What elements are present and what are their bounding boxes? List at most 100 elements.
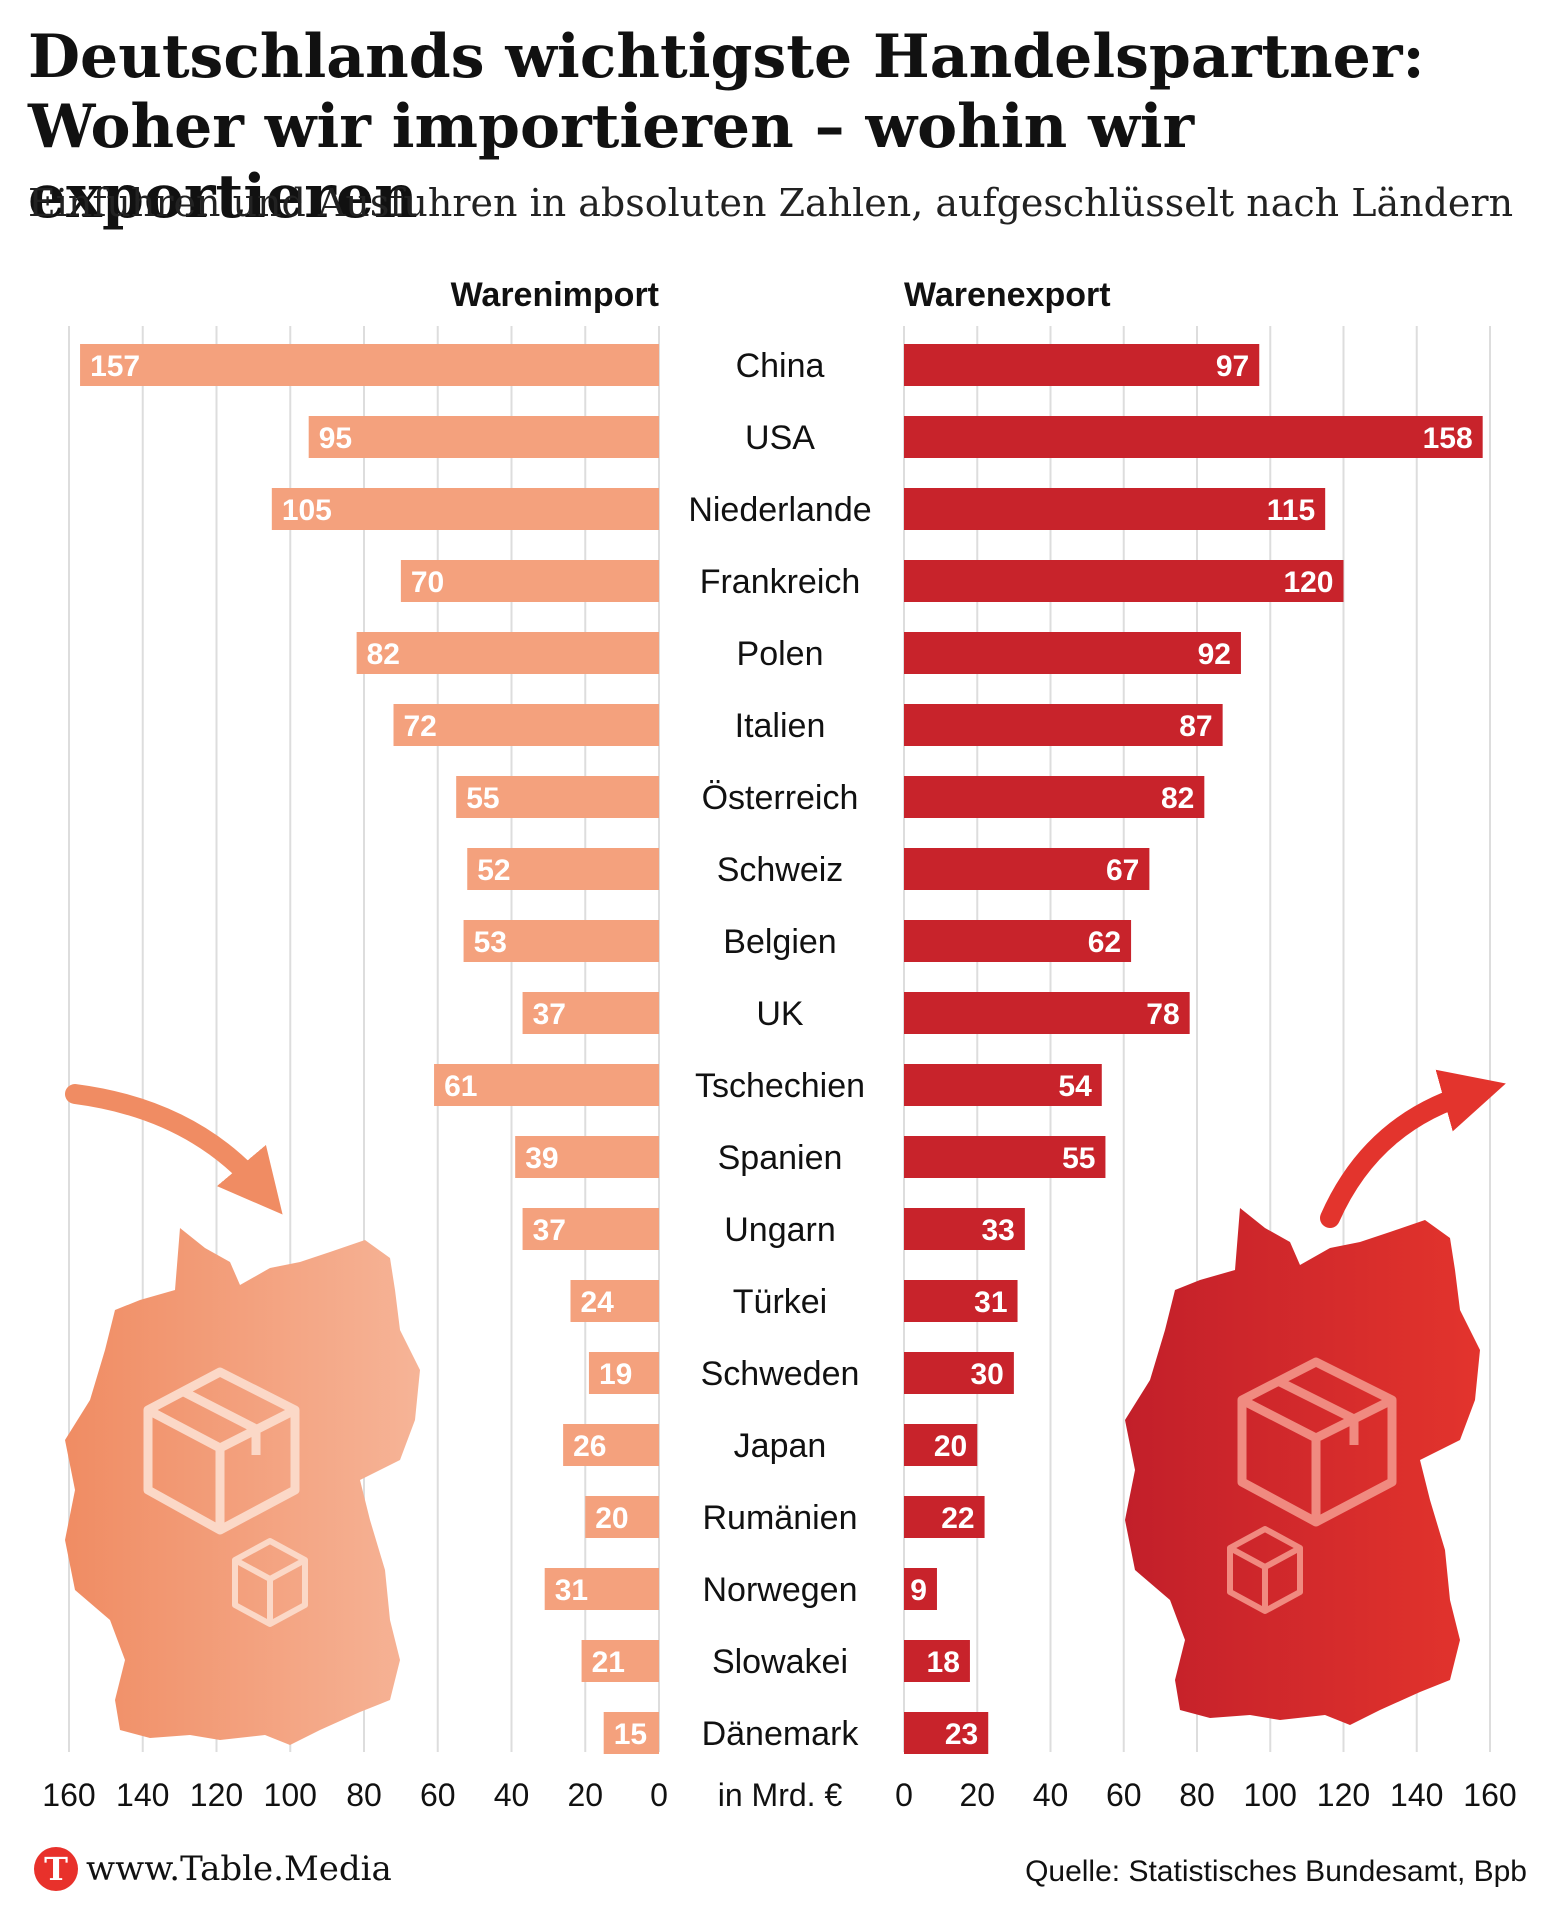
country-label: China (736, 347, 825, 385)
page-title: Deutschlands wichtigste Handelspartner: … (28, 22, 1563, 232)
export-bar (904, 1712, 989, 1754)
import-bar (467, 848, 659, 890)
x-tick-label: 120 (1317, 1777, 1370, 1813)
export-bar (904, 1424, 978, 1466)
country-label: Belgien (723, 923, 836, 961)
import-bar (563, 1424, 659, 1466)
germany-map-import (65, 1228, 420, 1745)
x-tick-label: 120 (190, 1777, 243, 1813)
box-icon (1237, 1357, 1397, 1527)
import-bar (400, 560, 659, 602)
import-value-label: 61 (444, 1070, 477, 1103)
box-icon (1227, 1526, 1303, 1614)
x-tick-label: 60 (1106, 1777, 1142, 1813)
import-value-label: 19 (599, 1358, 632, 1391)
import-bar (544, 1568, 659, 1610)
export-bar (904, 1280, 1018, 1322)
import-value-label: 37 (533, 1214, 566, 1247)
country-label: Österreich (702, 779, 859, 817)
export-value-label: 18 (927, 1646, 960, 1679)
x-tick-label: 20 (959, 1777, 995, 1813)
table-media-logo: T (34, 1847, 78, 1891)
export-value-label: 31 (974, 1286, 1007, 1319)
country-label: Ungarn (724, 1211, 836, 1249)
import-value-label: 24 (581, 1286, 615, 1319)
import-bar (456, 776, 659, 818)
import-value-label: 53 (474, 926, 507, 959)
import-bar (393, 704, 659, 746)
import-value-label: 15 (614, 1718, 647, 1751)
import-series-label: Warenimport (451, 276, 659, 314)
export-bar (904, 1064, 1102, 1106)
country-label: Türkei (733, 1283, 827, 1321)
box-icon (143, 1367, 300, 1535)
x-tick-label: 60 (420, 1777, 456, 1813)
import-value-label: 37 (533, 998, 566, 1031)
export-bar (904, 344, 1260, 386)
import-value-label: 157 (90, 350, 140, 383)
x-tick-label: 80 (346, 1777, 382, 1813)
export-value-label: 87 (1179, 710, 1212, 743)
export-value-label: 33 (981, 1214, 1014, 1247)
country-label: Schweden (701, 1355, 860, 1393)
import-value-label: 72 (404, 710, 437, 743)
x-tick-label: 100 (1244, 1777, 1297, 1813)
import-bar (522, 1208, 659, 1250)
import-value-label: 26 (573, 1430, 606, 1463)
export-value-label: 92 (1198, 638, 1231, 671)
import-bar (515, 1136, 659, 1178)
x-tick-label: 140 (1390, 1777, 1443, 1813)
import-bar (585, 1496, 659, 1538)
footer-url[interactable]: www.Table.Media (86, 1849, 392, 1889)
import-bar (356, 632, 659, 674)
decoration (65, 1069, 1506, 1745)
title-line-1: Deutschlands wichtigste Handelspartner: (28, 22, 1425, 92)
import-bar (570, 1280, 659, 1322)
export-value-label: 62 (1088, 926, 1121, 959)
import-value-label: 21 (592, 1646, 625, 1679)
x-tick-label: 140 (116, 1777, 169, 1813)
country-label: Tschechien (695, 1067, 865, 1105)
x-tick-label: 40 (1033, 1777, 1069, 1813)
export-bar (904, 1640, 970, 1682)
export-value-label: 55 (1062, 1142, 1095, 1175)
import-bars: 157 95 105 70 82 72 55 52 53 37 61 39 37 24 19 26 20 31 21… (80, 344, 659, 1754)
export-bar (904, 704, 1223, 746)
x-axis: 160 140 120 100 80 60 40 20 0 0 20 40 60 80 100 120 140 1… (42, 1777, 1516, 1813)
country-label: Norwegen (703, 1571, 858, 1609)
country-label: Rumänien (703, 1499, 858, 1537)
x-tick-label: 40 (494, 1777, 530, 1813)
export-value-label: 54 (1058, 1070, 1092, 1103)
country-label: Schweiz (717, 851, 844, 889)
export-bar (904, 632, 1241, 674)
export-value-label: 9 (910, 1574, 927, 1607)
export-bar (904, 560, 1344, 602)
import-bar (463, 920, 659, 962)
country-labels: China USA Niederlande Frankreich Polen Italie… (688, 347, 871, 1753)
import-bar (308, 416, 659, 458)
import-bar (588, 1352, 659, 1394)
x-tick-label: 100 (264, 1777, 317, 1813)
export-bar (904, 848, 1150, 890)
source-note: Quelle: Statistisches Bundesamt, Bpb (1025, 1855, 1527, 1888)
import-value-label: 52 (477, 854, 510, 887)
import-bar (271, 488, 659, 530)
export-bars: 97 158 115 120 92 87 82 67 62 78 54 55 33 31 30 20 22 9 18… (904, 344, 1483, 1754)
x-tick-label: 0 (895, 1777, 913, 1813)
export-arrow-icon (1320, 1069, 1506, 1228)
country-label: USA (745, 419, 815, 457)
country-label: Japan (734, 1427, 827, 1465)
x-tick-label: 20 (567, 1777, 603, 1813)
x-tick-label: 160 (42, 1777, 95, 1813)
import-bar (80, 344, 659, 386)
export-value-label: 115 (1267, 494, 1315, 527)
export-value-label: 22 (941, 1502, 974, 1535)
export-series-label: Warenexport (904, 276, 1111, 314)
country-label: Slowakei (712, 1643, 848, 1681)
export-bar (904, 416, 1483, 458)
export-bar (904, 1136, 1106, 1178)
export-bar (904, 1208, 1025, 1250)
import-value-label: 105 (282, 494, 332, 527)
export-bar (904, 1496, 985, 1538)
import-value-label: 39 (525, 1142, 558, 1175)
